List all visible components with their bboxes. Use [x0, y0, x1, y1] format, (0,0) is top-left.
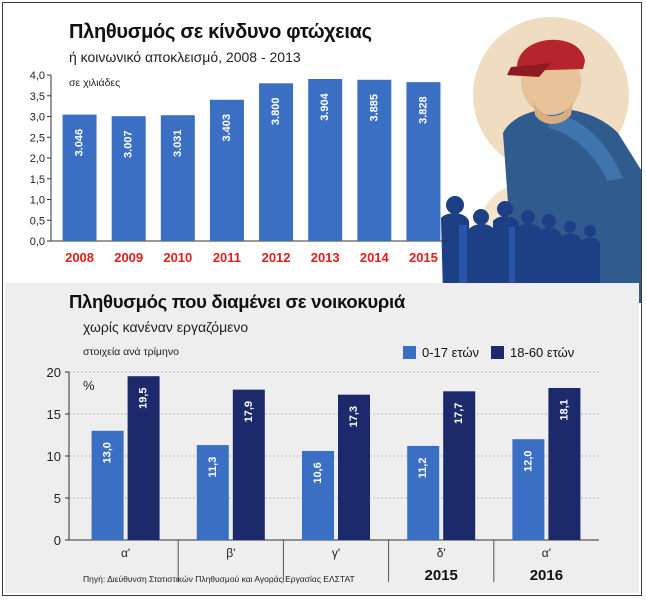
chart2-bar-value-label: 11,3 — [207, 457, 219, 478]
chart1-bar-value-label: 3.046 — [74, 129, 86, 157]
chart2-bar-value-label: 19,5 — [138, 387, 150, 408]
chart2-bar-value-label: 17,9 — [243, 401, 255, 422]
chart1-y-tick-label: 1,0 — [30, 195, 45, 207]
chart1-x-tick-label: 2008 — [65, 250, 94, 265]
chart1-y-tick-label: 0,5 — [30, 215, 45, 227]
chart2-bar-value-label: 17,3 — [348, 406, 360, 427]
chart2-year-label: 2015 — [425, 567, 458, 584]
chart1-subtitle: ή κοινωνικό αποκλεισμό, 2008 - 2013 — [69, 49, 301, 65]
chart2-bar-0-17 — [512, 439, 545, 540]
chart1-y-tick-label: 3,0 — [30, 112, 45, 124]
chart2-x-tick-label: γ' — [332, 546, 340, 560]
chart1-bar-value-label: 3.828 — [417, 96, 429, 124]
chart2-y-axis-label: % — [83, 378, 95, 393]
chart1-y-tick-label: 2,0 — [30, 153, 45, 165]
chart2-bar-18-60 — [548, 387, 581, 540]
chart1-bar-value-label: 3.800 — [270, 98, 282, 126]
chart1-bar — [259, 83, 294, 241]
chart1-y-tick-label: 3,5 — [30, 91, 45, 103]
chart1-x-tick-label: 2013 — [311, 250, 340, 265]
chart2-bar-0-17 — [196, 445, 229, 540]
people-illustration — [441, 17, 641, 303]
chart2-source-note: Πηγή: Διεύθυνση Στατιστικών Πληθυσμού κα… — [83, 574, 355, 584]
chart1-y-tick-label: 1,5 — [30, 174, 45, 186]
chart1-x-tick-label: 2014 — [360, 250, 390, 265]
legend-swatch-dark — [491, 346, 505, 359]
chart1-bar-value-label: 3.885 — [368, 94, 380, 122]
chart2-x-tick-label: α' — [121, 546, 130, 560]
chart1-x-tick-label: 2011 — [213, 250, 241, 265]
chart1-x-tick-label: 2015 — [409, 250, 438, 265]
chart2-y-tick-label: 20 — [47, 365, 61, 380]
chart1-bar — [111, 116, 146, 241]
chart1-bar — [357, 79, 392, 242]
chart1-bar-value-label: 3.007 — [123, 130, 135, 158]
legend-label-18-60: 18-60 ετών — [510, 345, 575, 360]
chart2-bar-value-label: 12,0 — [522, 450, 534, 471]
chart1-bar — [160, 115, 195, 241]
chart1-x-tick-label: 2012 — [262, 250, 291, 265]
chart2-y-tick-label: 0 — [54, 533, 61, 548]
chart1-y-tick-label: 2,5 — [30, 132, 45, 144]
chart2-bar-chart: 0 5 10 15 20% 13,0 19,5 α' 11,3 17,9 β' 10,6 17,3 γ' 1… — [47, 365, 599, 584]
chart2-legend: 0-17 ετών 18-60 ετών — [403, 345, 574, 360]
chart1-x-tick-label: 2009 — [114, 250, 143, 265]
chart1-bar — [209, 99, 244, 241]
chart2-bar-value-label: 13,0 — [102, 442, 114, 463]
legend-label-0-17: 0-17 ετών — [422, 345, 480, 360]
chart2-year-label: 2016 — [530, 567, 563, 584]
chart1-y-tick-label: 4,0 — [30, 70, 45, 82]
chart2-x-tick-label: β' — [226, 546, 235, 560]
chart2-bar-value-label: 18,1 — [558, 399, 570, 420]
chart2-bar-value-label: 10,6 — [312, 462, 324, 483]
chart2-bar-0-17 — [91, 430, 124, 540]
legend-item-18-60: 18-60 ετών — [491, 345, 574, 360]
chart1-title: Πληθυσμός σε κίνδυνο φτώχειας — [69, 21, 372, 43]
chart1-bar — [406, 82, 441, 241]
chart2-y-tick-label: 10 — [47, 449, 61, 464]
chart2-y-tick-label: 15 — [47, 407, 61, 422]
chart2-bar-value-label: 17,7 — [453, 403, 465, 424]
chart1-bar-value-label: 3.904 — [319, 92, 331, 120]
legend-swatch-light — [403, 346, 416, 359]
chart2-bar-value-label: 11,2 — [417, 458, 429, 479]
chart2-bar-18-60 — [338, 394, 370, 540]
chart1-bar-value-label: 3.403 — [221, 114, 233, 142]
chart1-x-tick-label: 2010 — [163, 250, 192, 265]
chart2-bar-18-60 — [127, 376, 160, 540]
chart2-x-tick-label: α' — [542, 546, 551, 560]
chart1-y-tick-label: 0,0 — [30, 236, 45, 248]
chart2-bar-18-60 — [443, 391, 476, 540]
chart2-y-tick-label: 5 — [54, 491, 61, 506]
chart1-bar-value-label: 3.031 — [172, 129, 184, 157]
chart1-unit-label: σε χιλιάδες — [69, 77, 121, 89]
chart1-bar — [62, 114, 97, 241]
chart2-x-tick-label: δ' — [437, 546, 446, 560]
chart1-bar-chart: 0,0 0,5 1,0 1,5 2,0 2,5 3,0 3,5 4,0 3.046 2008 3.00… — [30, 70, 448, 265]
chart2-bar-0-17 — [407, 445, 440, 540]
chart2-subtitle: χωρίς κανέναν εργαζόμενο — [83, 319, 249, 335]
chart2-bar-18-60 — [232, 389, 265, 540]
chart2-unit-label: στοιχεία ανά τρίμηνο — [83, 346, 179, 358]
legend-item-0-17: 0-17 ετών — [403, 345, 479, 360]
chart2-bar-0-17 — [302, 450, 334, 540]
chart1-bar — [308, 78, 343, 241]
chart2-title: Πληθυσμός που διαμένει σε νοικοκυριά — [69, 291, 405, 312]
